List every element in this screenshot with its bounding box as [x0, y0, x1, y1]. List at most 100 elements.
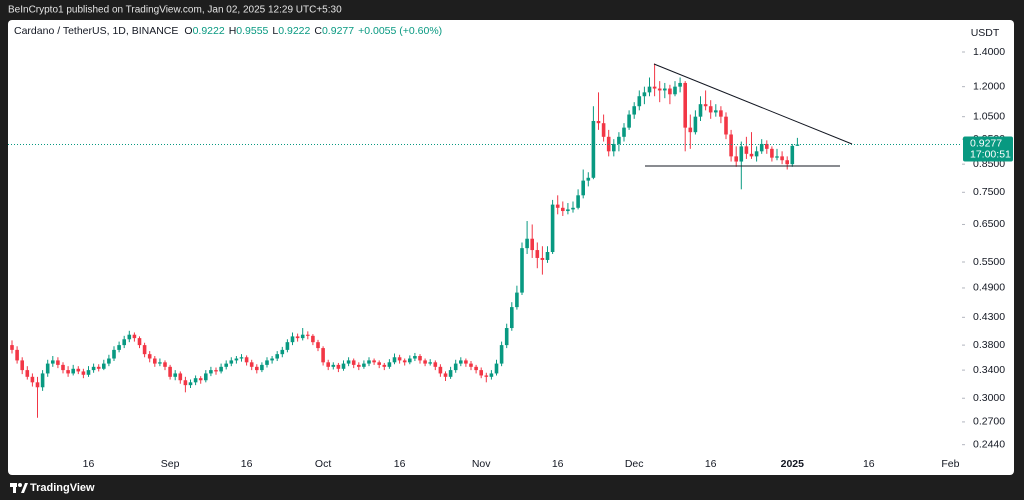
last-price-box — [963, 136, 1013, 162]
candle-body — [581, 180, 585, 196]
candle-body — [708, 106, 713, 113]
ohlc-value: 0.9222 — [278, 25, 310, 37]
candle-body — [183, 380, 188, 386]
x-tick-label: Dec — [625, 458, 644, 470]
candle-body — [117, 345, 121, 350]
candle-body — [249, 362, 254, 367]
candle-body — [229, 360, 234, 364]
footer-logo — [10, 483, 28, 493]
candle-body — [612, 143, 616, 152]
candle-body — [86, 370, 91, 375]
candle-body — [275, 354, 279, 359]
candle-body — [734, 156, 738, 162]
candle-body — [122, 339, 126, 346]
change: +0.0055 (+0.60%) — [358, 25, 442, 37]
candle-body — [561, 207, 565, 212]
candle-body — [10, 345, 14, 350]
candle-body — [591, 120, 596, 178]
x-tick-label: 16 — [705, 458, 717, 470]
candle-body — [719, 110, 723, 117]
candle-body — [244, 357, 249, 363]
candle-body — [326, 362, 330, 367]
candle-body — [729, 134, 733, 157]
candle-body — [790, 145, 795, 165]
candle-body — [81, 371, 86, 375]
candle-body — [428, 362, 432, 364]
candle-body — [693, 116, 698, 133]
candle-body — [785, 160, 789, 165]
x-tick-label: Oct — [315, 458, 331, 470]
trendline — [653, 63, 853, 145]
x-tick-label: 2025 — [781, 458, 805, 470]
candle-body — [306, 334, 310, 336]
candle-body — [153, 358, 157, 364]
candle-body — [739, 146, 744, 162]
candle-body — [448, 370, 453, 377]
candle-body — [40, 373, 45, 388]
candle-body — [367, 360, 371, 364]
candle-body — [265, 360, 269, 365]
candle-body — [714, 110, 718, 113]
candle-body — [76, 368, 81, 372]
x-tick-label: Sep — [161, 458, 180, 470]
candle-body — [91, 366, 96, 371]
candle-body — [25, 370, 30, 377]
candle-body — [484, 375, 489, 377]
candle-body — [377, 362, 381, 365]
candle-body — [566, 209, 570, 212]
candle-body — [765, 143, 769, 149]
candle-body — [744, 146, 749, 154]
candle-body — [357, 364, 361, 367]
countdown-label: 17:00:51 — [970, 148, 1011, 160]
candle-body — [749, 153, 754, 157]
candle-body — [504, 328, 509, 346]
candle-body — [331, 364, 336, 367]
candle-body — [71, 368, 75, 374]
candle-body — [433, 362, 438, 367]
candle-body — [459, 360, 463, 364]
y-tick-label: 0.2700 — [973, 416, 1005, 428]
candle-body — [56, 360, 60, 365]
candle-body — [673, 86, 677, 95]
candle-body — [596, 120, 601, 124]
candle-body — [387, 362, 392, 367]
candle-body — [576, 195, 580, 208]
candle-body — [535, 250, 540, 258]
candle-body — [545, 252, 550, 260]
candle-body — [239, 357, 244, 359]
candle-body — [45, 363, 50, 374]
candle-body — [525, 238, 529, 249]
candle-body — [453, 363, 458, 371]
x-tick-label: 16 — [552, 458, 564, 470]
candle-body — [775, 156, 779, 158]
candle-body — [158, 362, 162, 364]
candle-body — [198, 378, 203, 381]
candle-body — [193, 378, 198, 383]
candle-body — [96, 366, 101, 369]
candle-body — [15, 349, 19, 361]
x-tick-label: 16 — [241, 458, 253, 470]
x-tick-label: 16 — [863, 458, 875, 470]
y-tick-label: 0.6500 — [973, 218, 1005, 230]
candle-body — [112, 349, 116, 359]
symbol: Cardano / TetherUS, 1D, BINANCE — [14, 25, 178, 37]
candle-body — [300, 334, 305, 339]
candle-body — [209, 370, 213, 374]
ohlc-letter: C — [314, 25, 322, 37]
candle-body — [642, 92, 647, 97]
candle-body — [163, 362, 167, 367]
ohlc-value: 0.9555 — [236, 25, 268, 37]
published-line: BeInCrypto1 published on TradingView.com… — [8, 5, 342, 16]
y-tick-label: 0.2440 — [973, 438, 1005, 450]
candle-body — [341, 363, 346, 369]
candle-body — [540, 257, 545, 260]
candle-body — [647, 86, 652, 93]
candle-body — [137, 338, 142, 346]
last-price-label: 0.9277 — [970, 137, 1002, 149]
ohlc-letter: O — [184, 25, 192, 37]
candle-body — [678, 82, 682, 87]
candle-body — [550, 204, 555, 253]
candle-body — [224, 363, 228, 367]
y-tick-label: 0.3800 — [973, 339, 1005, 351]
